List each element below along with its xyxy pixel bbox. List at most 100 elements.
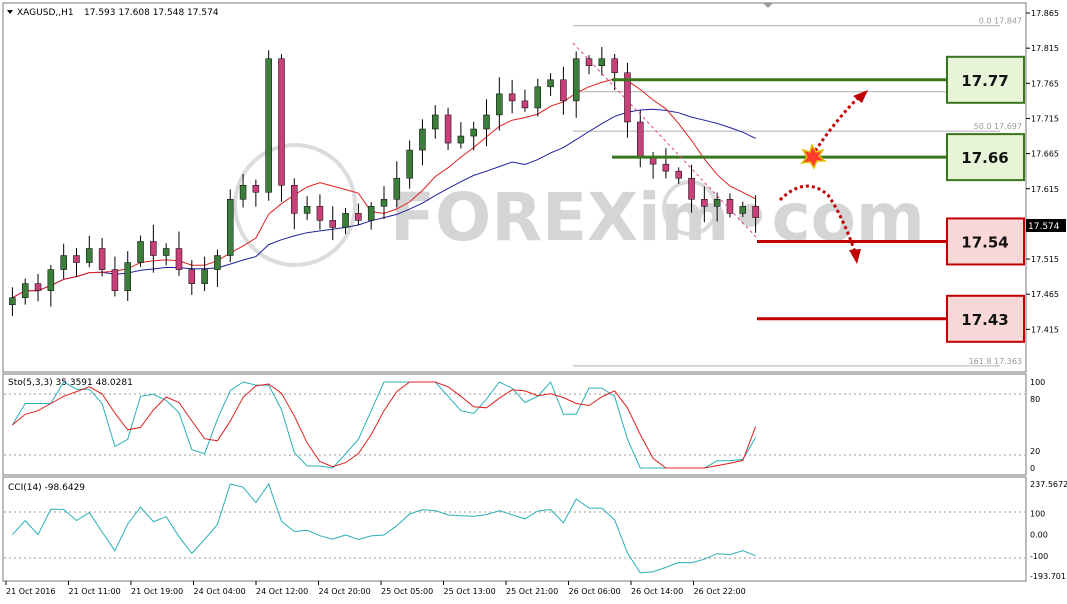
candle-body [9,297,16,305]
cci-tick-label: -100 [1030,552,1048,561]
cci-line [12,482,756,574]
level-label-17.66: 17.66 [961,149,1008,167]
arrow-down-head [849,249,861,264]
candle-body [444,114,452,144]
candle-body [406,149,413,179]
candle-body [111,269,119,291]
candle-body [662,163,670,172]
price-tick-label: 17.415 [1031,325,1059,334]
candle-body [560,79,567,102]
price-axis: 17.865 17.815 17.765 17.715 17.665 17.615 17.5… [1026,9,1059,334]
candle-body [303,206,311,214]
candle-body [457,135,465,144]
candle-body [611,58,618,74]
candle-body [60,255,67,270]
current-price-label: 17.574 [1028,222,1060,232]
current-price-tag [1026,219,1066,232]
candle-body [214,255,221,270]
candle-body [98,248,106,270]
candle-body [432,114,439,130]
candle-body [534,86,542,109]
candle-body [226,199,234,256]
candle-body [637,121,644,158]
cci-tick-label: 0.00 [1030,531,1048,540]
fibonacci-label: 161.8 17.363 [969,357,1022,366]
time-tick-label: 26 Oct 06:00 [569,587,621,596]
price-panel [2,2,1027,373]
level-label-17.43: 17.43 [961,311,1008,329]
price-tick-label: 17.465 [1031,290,1059,299]
watermark: FOREXim•com [233,143,925,267]
cci-panel [2,476,1027,582]
ohlc-values: 17.593 17.608 17.548 17.574 [84,8,219,18]
candle-body [150,241,157,256]
candle-body [483,114,490,130]
level-box-17.54 [946,217,1025,266]
time-tick-label: 26 Oct 14:00 [631,587,683,596]
time-tick-label: 24 Oct 04:00 [194,587,246,596]
time-axis: 21 Oct 2016 21 Oct 11:00 21 Oct 19:00 24 Oc… [5,581,746,596]
arrow-down-curve [778,184,857,253]
candle-body [547,79,554,88]
price-tick-label: 17.765 [1031,79,1059,88]
level-box-17.43 [946,294,1025,343]
candle-body [329,220,336,228]
candle-body [419,128,426,151]
stochastic-tick-label: 20 [1030,447,1040,456]
cci-title: CCI(14) -98.6429 [8,483,85,493]
time-tick-label: 24 Oct 12:00 [256,587,308,596]
candle-body [508,93,516,102]
time-tick-label: 25 Oct 21:00 [506,587,558,596]
candle-body [137,241,144,263]
candle-body [701,199,708,207]
stochastic-main-line [11,381,757,469]
candle-body [713,199,721,207]
watermark-text: FOREXim•com [390,179,925,256]
candle-body [188,269,196,284]
time-tick-label: 21 Oct 2016 [6,587,55,596]
candle-body [239,184,247,200]
cci-tick-label: 100 [1030,509,1045,518]
fibonacci-label: 0.0 17.847 [979,17,1022,26]
candle-body [675,170,682,179]
level-label-17.77: 17.77 [961,72,1008,90]
level-box-17.66 [946,133,1025,182]
chart-menu-chevron-icon[interactable] [7,10,13,14]
time-tick-label: 21 Oct 19:00 [131,587,183,596]
candle-body [598,58,606,66]
arrow-up-head [853,90,868,103]
candle-body [73,255,80,263]
key-levels: 17.77 17.66 17.54 17.43 [612,55,1025,343]
candle-body [162,248,170,256]
candle-body [726,199,734,214]
candle-body [21,283,29,298]
time-tick-label: 21 Oct 11:00 [69,587,121,596]
breakout-burst-icon [800,143,828,170]
candle-body [201,269,208,284]
candle-body [86,248,93,263]
price-tick-label: 17.615 [1031,185,1059,194]
candle-body [252,184,260,193]
candle-body [265,58,272,193]
fibonacci-label: 50.0 17.697 [974,122,1022,131]
candle-body [124,262,131,291]
candle-body [380,199,388,207]
candle-body [739,206,747,214]
time-tick-label: 24 Oct 20:00 [319,587,371,596]
price-tick-label: 17.715 [1031,114,1059,123]
candle-body [316,206,324,221]
cci-axis: 237.5672 100 0.00 -100 -193.7011 [1030,480,1067,581]
stochastic-tick-label: 0 [1030,464,1035,473]
chart-shift-marker-icon[interactable] [763,3,773,8]
candle-body [470,128,477,137]
price-tick-label: 17.665 [1031,150,1059,159]
level-label-17.54: 17.54 [961,233,1008,251]
candle-body [342,213,349,228]
price-tick-label: 17.815 [1031,44,1059,53]
candle-body [355,213,362,221]
cci-tick-label: 237.5672 [1030,480,1067,489]
candle-body [585,58,593,66]
stochastic-axis: 100 80 20 0 [1030,378,1045,473]
stochastic-tick-label: 100 [1030,378,1045,387]
